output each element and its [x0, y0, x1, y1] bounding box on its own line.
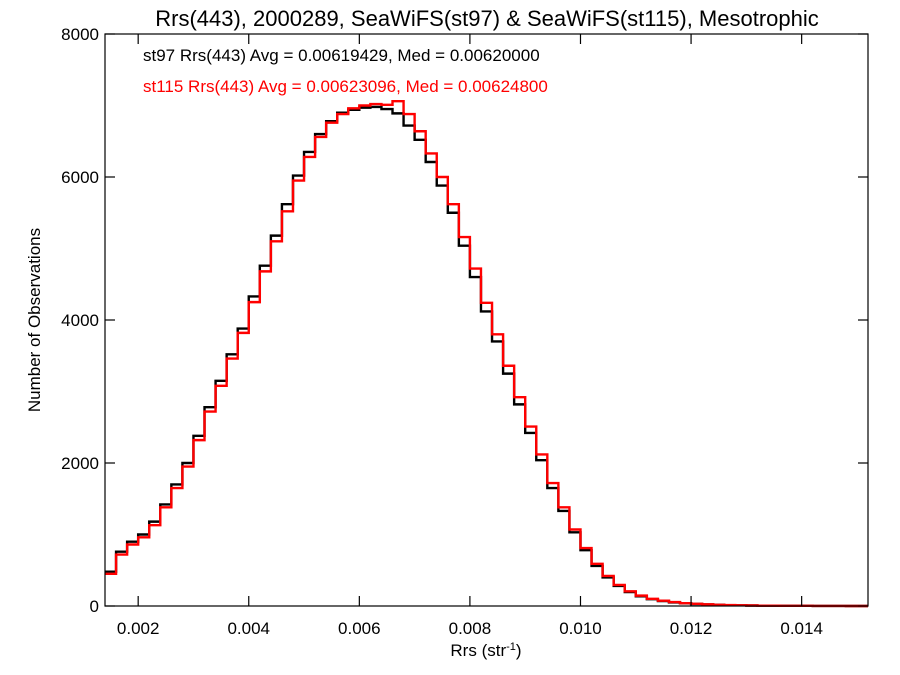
- x-tick-label: 0.008: [449, 619, 492, 638]
- x-tick-label: 0.012: [670, 619, 713, 638]
- y-tick-label: 6000: [61, 168, 99, 187]
- y-tick-label: 2000: [61, 454, 99, 473]
- chart-title: Rrs(443), 2000289, SeaWiFS(st97) & SeaWi…: [155, 6, 819, 31]
- x-tick-label: 0.002: [117, 619, 160, 638]
- y-tick-label: 0: [90, 597, 99, 616]
- x-tick-label: 0.014: [780, 619, 823, 638]
- y-tick-label: 4000: [61, 311, 99, 330]
- series-layer: [105, 100, 868, 608]
- series-line-st97: [105, 105, 868, 608]
- x-tick-label: 0.006: [338, 619, 381, 638]
- y-axis-ticks: 0 2000 4000 6000 8000: [61, 25, 868, 616]
- x-tick-label: 0.010: [559, 619, 602, 638]
- x-tick-label: 0.004: [227, 619, 270, 638]
- y-tick-label: 8000: [61, 25, 99, 44]
- legend-entry-st97: st97 Rrs(443) Avg = 0.00619429, Med = 0.…: [143, 46, 540, 65]
- legend: st97 Rrs(443) Avg = 0.00619429, Med = 0.…: [143, 46, 548, 96]
- x-axis-label: Rrs (str-1): [450, 641, 521, 660]
- plot-area-frame: [104, 33, 869, 607]
- y-axis-label: Number of Observations: [25, 228, 44, 412]
- legend-entry-st115: st115 Rrs(443) Avg = 0.00623096, Med = 0…: [143, 77, 548, 96]
- x-axis-ticks: 0.002 0.004 0.006 0.008 0.010 0.012 0.014: [117, 34, 823, 638]
- series-line-st115: [105, 100, 868, 608]
